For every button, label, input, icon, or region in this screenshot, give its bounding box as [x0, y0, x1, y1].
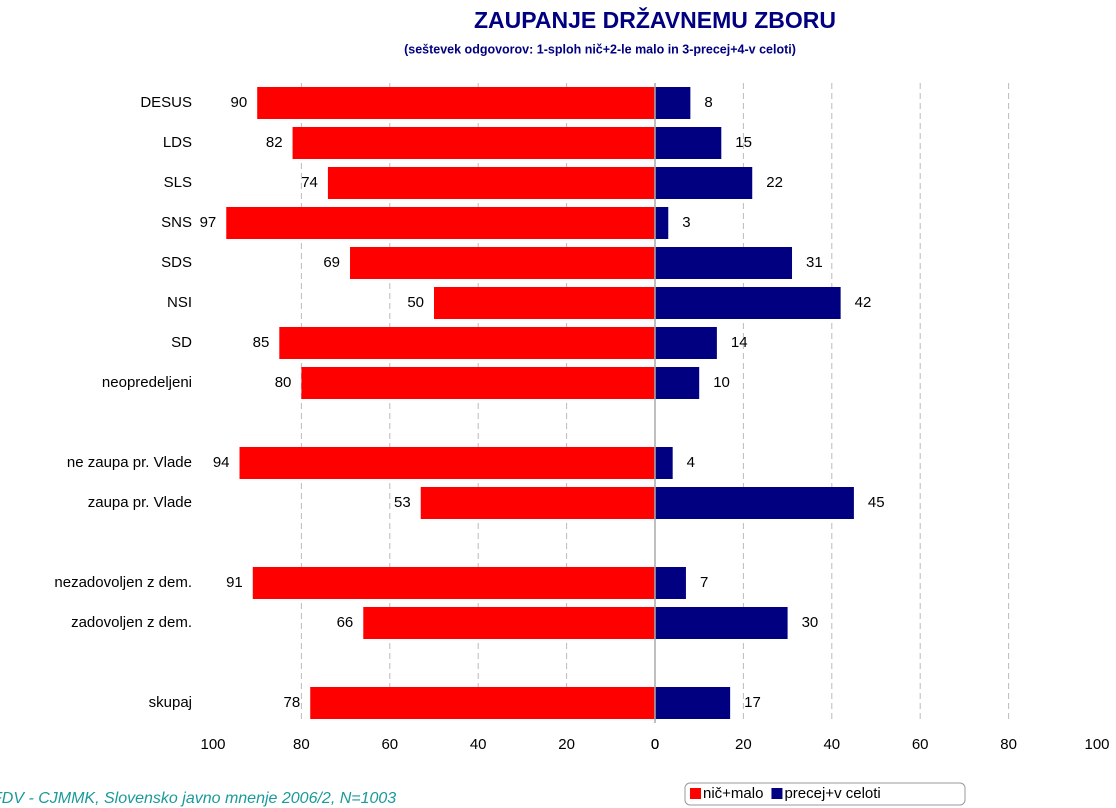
x-tick-label: 20 [558, 736, 575, 753]
chart-title: ZAUPANJE DRŽAVNEMU ZBORU [474, 6, 836, 33]
data-label: 66 [337, 614, 354, 631]
y-tick-label: SNS [161, 214, 192, 231]
legend-box [684, 782, 966, 806]
y-tick-label: DESUS [140, 94, 192, 111]
x-tick-label: 100 [1084, 736, 1109, 753]
data-label: 91 [226, 574, 243, 591]
x-tick-label: 60 [912, 736, 929, 753]
data-label: 78 [284, 694, 301, 711]
y-tick-label: skupaj [149, 694, 192, 711]
bar [252, 567, 655, 599]
x-tick-label: 60 [381, 736, 398, 753]
data-label: 17 [744, 694, 761, 711]
data-label: 22 [766, 174, 783, 191]
data-label: 82 [266, 134, 283, 151]
x-tick-label: 0 [651, 736, 659, 753]
bar [655, 367, 700, 399]
bar [292, 127, 655, 159]
bar [420, 487, 655, 519]
data-label: 42 [855, 294, 872, 311]
bar [655, 687, 731, 719]
y-tick-label: SDS [161, 254, 192, 271]
x-tick-label: 0 [651, 736, 659, 753]
bar [301, 367, 655, 399]
bar [279, 327, 655, 359]
chart-subtitle: (seštevek odgovorov: 1-sploh nič+2-le ma… [404, 42, 796, 56]
data-label: 7 [700, 574, 708, 591]
y-tick-label: neopredeljeni [102, 374, 192, 391]
legend-swatch [690, 788, 701, 799]
bar [257, 87, 655, 119]
y-tick-label: LDS [163, 134, 192, 151]
bar [655, 567, 686, 599]
bar [655, 167, 753, 199]
bar [363, 607, 655, 639]
bar [655, 127, 722, 159]
x-tick-label: 100 [200, 736, 225, 753]
data-label: 69 [323, 254, 340, 271]
x-tick-label: 80 [293, 736, 310, 753]
data-label: 50 [407, 294, 424, 311]
bar [434, 287, 655, 319]
y-tick-label: NSI [167, 294, 192, 311]
bar [655, 327, 717, 359]
data-label: 10 [713, 374, 730, 391]
y-tick-label: zadovoljen z dem. [71, 614, 192, 631]
x-tick-label: 80 [1000, 736, 1017, 753]
bar [655, 87, 691, 119]
bar [350, 247, 655, 279]
data-label: 90 [231, 94, 248, 111]
y-tick-label: zaupa pr. Vlade [88, 494, 192, 511]
y-tick-label: SD [171, 334, 192, 351]
legend-label: nič+malo [703, 785, 763, 802]
bar [327, 167, 655, 199]
bar [226, 207, 655, 239]
x-tick-label: 40 [823, 736, 840, 753]
x-tick-label: 40 [470, 736, 487, 753]
data-label: 3 [682, 214, 690, 231]
bar [310, 687, 655, 719]
bar [655, 287, 841, 319]
data-label: 30 [802, 614, 819, 631]
data-label: 31 [806, 254, 823, 271]
bar [655, 607, 788, 639]
bar [655, 487, 854, 519]
data-label: 15 [735, 134, 752, 151]
data-label: 74 [301, 174, 318, 191]
data-label: 97 [200, 214, 217, 231]
data-label: 8 [704, 94, 712, 111]
bar [655, 247, 793, 279]
bar [655, 207, 669, 239]
bar [655, 447, 673, 479]
y-tick-label: SLS [164, 174, 192, 191]
data-label: 45 [868, 494, 885, 511]
y-tick-label: ne zaupa pr. Vlade [67, 454, 192, 471]
bar [239, 447, 655, 479]
data-label: 94 [213, 454, 230, 471]
legend-swatch [771, 788, 783, 799]
source-note: FDV - CJMMK, Slovensko javno mnenje 2006… [0, 790, 396, 807]
data-label: 53 [394, 494, 411, 511]
legend-label: precej+v celoti [784, 785, 880, 802]
y-tick-label: nezadovoljen z dem. [54, 574, 192, 591]
data-label: 80 [275, 374, 292, 391]
data-label: 85 [253, 334, 270, 351]
x-tick-label: 20 [735, 736, 752, 753]
data-label: 4 [687, 454, 695, 471]
data-label: 14 [731, 334, 748, 351]
